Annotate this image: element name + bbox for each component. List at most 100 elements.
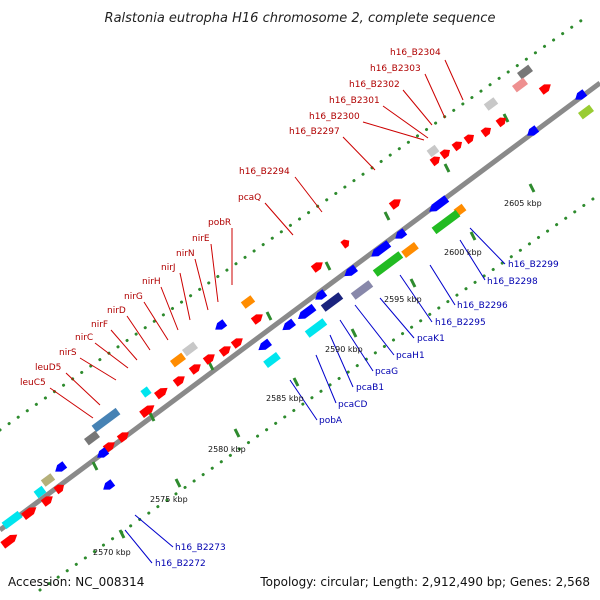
tick-marks	[91, 113, 536, 539]
callout-upper-13	[143, 301, 169, 341]
gene-label-h16-b2295: h16_B2295	[435, 318, 486, 328]
gene-label-nirf: nirF	[91, 320, 108, 330]
callout-lower-11	[124, 529, 153, 564]
tick-mark-3	[292, 377, 300, 387]
gene-label-pcak1: pcaK1	[417, 334, 445, 344]
gene-lower-11	[350, 280, 374, 300]
callout-lower-1	[459, 239, 486, 281]
gene-label-pcag: pcaG	[375, 367, 398, 377]
callout-upper-15	[110, 329, 138, 361]
tick-mark-4	[350, 328, 358, 338]
callout-upper-12	[160, 286, 179, 331]
gene-label-h16-b2302: h16_B2302	[349, 80, 400, 90]
gene-lower-13	[315, 289, 328, 300]
gene-label-nirn: nirN	[176, 249, 195, 259]
gene-label-nirs: nirS	[59, 348, 77, 358]
callout-upper-1	[424, 73, 446, 119]
tick-label-2585: 2585 kbp	[266, 394, 304, 403]
gene-lower-1	[575, 89, 588, 100]
inner-guide-line	[38, 192, 600, 592]
gene-upper-24	[153, 387, 168, 400]
gene-lower-10	[344, 264, 359, 277]
tick-label-2600: 2600 kbp	[444, 248, 482, 257]
callout-lines	[49, 59, 506, 564]
gene-upper-11	[388, 199, 401, 210]
gene-features	[0, 64, 595, 549]
gene-upper-17	[230, 338, 243, 349]
gene-lower-14	[297, 303, 317, 319]
guide-dots	[0, 18, 600, 592]
gene-label-pcacd: pcaCD	[338, 400, 367, 410]
gene-label-h16-b2272: h16_B2272	[155, 559, 206, 569]
gene-lower-7	[401, 242, 419, 258]
outer-guide-line	[0, 18, 584, 432]
gene-upper-20	[181, 341, 199, 357]
callout-lower-8	[315, 354, 337, 404]
gene-label-h16-b2296: h16_B2296	[457, 301, 508, 311]
tick-label-2570: 2570 kbp	[93, 548, 131, 557]
gene-lower-8	[371, 240, 392, 257]
gene-upper-3	[483, 97, 499, 111]
gene-label-h16-b2304: h16_B2304	[390, 48, 441, 58]
gene-upper-9	[426, 144, 440, 158]
callout-upper-9	[210, 243, 219, 303]
tick-mark-6	[469, 231, 477, 241]
tick-mark-2	[233, 428, 241, 438]
gene-lower-18	[263, 352, 281, 368]
tick-mark-7	[528, 183, 536, 193]
gene-upper-37	[1, 510, 23, 530]
gene-upper-2	[538, 84, 551, 95]
gene-label-h16-b2303: h16_B2303	[370, 64, 421, 74]
gene-upper-28	[116, 432, 129, 443]
callout-upper-6	[294, 176, 323, 213]
callout-upper-14	[126, 315, 151, 351]
accession-text: Accession: NC_008314	[8, 575, 144, 589]
callout-lower-5	[354, 304, 395, 356]
gene-label-nird: nirD	[107, 306, 126, 316]
gene-label-pcah1: pcaH1	[396, 351, 425, 361]
gene-upper-16	[215, 319, 228, 330]
gene-lower-17	[258, 338, 273, 351]
gene-label-h16-b2299: h16_B2299	[508, 260, 559, 270]
gene-label-leud5: leuD5	[35, 363, 61, 373]
backbone-line	[0, 80, 600, 533]
gene-lower-19	[103, 479, 116, 490]
gene-lower-9	[372, 251, 404, 277]
gene-upper-5	[480, 127, 492, 138]
callout-lower-10	[134, 514, 174, 548]
callout-lower-2	[429, 264, 456, 306]
tick-label-2580: 2580 kbp	[208, 445, 246, 454]
gene-label-poba: pobA	[319, 416, 343, 426]
callout-upper-5	[342, 136, 376, 171]
gene-upper-6	[463, 134, 475, 145]
gene-upper-12	[340, 239, 350, 249]
tick-mark-10	[207, 361, 215, 371]
gene-upper-7	[451, 141, 463, 152]
callout-upper-3	[382, 105, 429, 139]
genome-summary-text: Topology: circular; Length: 2,912,490 bp…	[259, 575, 590, 589]
gene-upper-8	[439, 149, 451, 160]
callout-upper-19	[49, 387, 94, 419]
gene-upper-33	[53, 484, 65, 495]
callout-lower-7	[329, 334, 354, 388]
tick-mark-12	[324, 261, 332, 271]
gene-lower-6	[395, 228, 408, 239]
tick-mark-15	[502, 113, 510, 123]
gene-label-nirc: nirC	[75, 333, 93, 343]
gene-lower-16	[282, 318, 297, 331]
gene-upper-26	[91, 407, 121, 433]
callout-upper-16	[94, 342, 129, 369]
gene-label-pobr: pobR	[208, 218, 231, 228]
gene-upper-27	[83, 430, 101, 446]
callout-upper-11	[179, 272, 191, 321]
tick-mark-14	[443, 163, 451, 173]
gene-upper-10	[429, 156, 441, 167]
gene-upper-34	[33, 485, 47, 499]
callout-lower-3	[399, 274, 433, 323]
gene-label-h16-b2298: h16_B2298	[487, 277, 538, 287]
callout-upper-7	[264, 202, 294, 236]
gene-upper-0	[516, 64, 534, 80]
callout-upper-4	[362, 121, 425, 141]
gene-upper-1	[511, 77, 529, 93]
